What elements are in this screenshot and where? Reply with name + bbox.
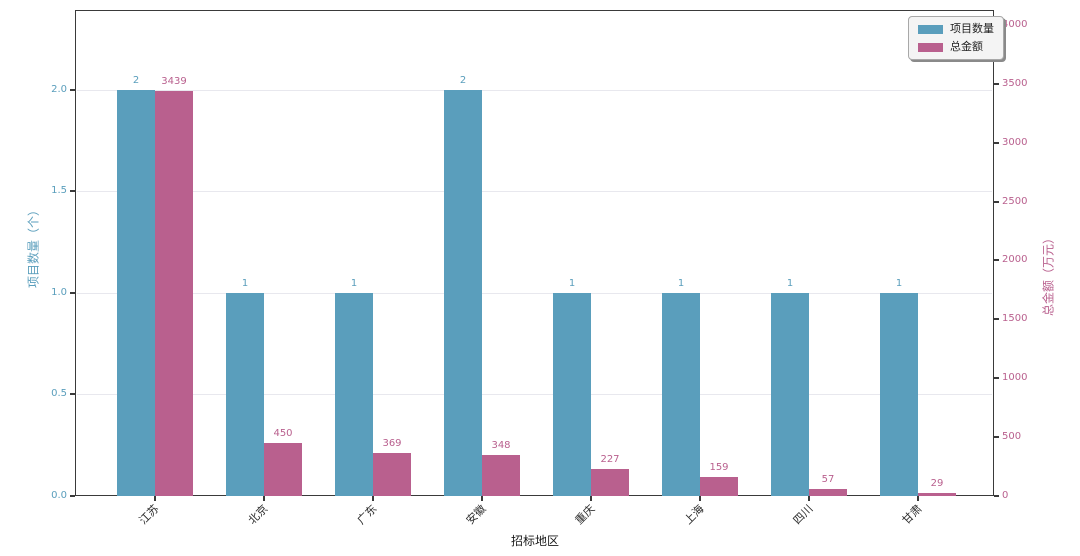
y-axis-left-tick [70, 190, 75, 193]
x-axis-tick [481, 496, 483, 501]
value-label: 1 [895, 277, 903, 289]
y-axis-left-tick-label: 0.5 [51, 388, 67, 400]
y-axis-right-tick [994, 436, 999, 439]
bar-总金额-广东 [373, 452, 411, 496]
y-axis-left-tick-label: 1.0 [51, 286, 67, 298]
y-axis-left-tick [70, 393, 75, 396]
value-label: 1 [677, 277, 685, 289]
x-axis-tick-label: 上海 [681, 502, 707, 528]
value-label: 348 [491, 440, 511, 452]
y-axis-right-tick-label: 4000 [1002, 18, 1028, 30]
value-label: 1 [241, 277, 249, 289]
y-axis-right-tick-label: 500 [1002, 431, 1022, 443]
value-label: 2 [132, 74, 140, 86]
gridline [77, 191, 992, 192]
x-axis-tick [372, 496, 374, 501]
legend-item: 项目数量 [918, 23, 994, 35]
x-axis-tick-label: 广东 [354, 502, 380, 528]
legend: 项目数量 总金额 [908, 16, 1004, 60]
x-axis-tick [154, 496, 156, 501]
y-axis-left-title: 项目数量（个） [26, 203, 41, 289]
x-axis-tick-label: 北京 [245, 502, 271, 528]
value-label: 1 [786, 277, 794, 289]
y-axis-right-title: 总金额（万元） [1041, 231, 1056, 317]
y-axis-right-tick-label: 3000 [1002, 136, 1028, 148]
y-axis-left-tick-label: 0.0 [51, 490, 67, 501]
x-axis-tick-label: 江苏 [136, 502, 162, 528]
gridline [77, 394, 992, 395]
y-axis-right-tick-label: 1000 [1002, 372, 1028, 384]
value-label: 369 [382, 437, 402, 449]
y-axis-left-tick-label: 1.5 [51, 185, 67, 197]
x-axis-tick-label: 四川 [790, 502, 816, 528]
gridline [77, 293, 992, 294]
bar-项目数量-重庆 [553, 292, 591, 496]
x-axis-tick [808, 496, 810, 501]
legend-swatch [918, 24, 943, 34]
x-axis-tick [917, 496, 919, 501]
y-axis-right-tick-label: 1500 [1002, 313, 1028, 325]
value-label: 3439 [161, 76, 187, 88]
x-axis-tick-label: 安徽 [463, 502, 489, 528]
bar-项目数量-上海 [662, 292, 700, 496]
y-axis-left-tick [70, 88, 75, 91]
value-label: 2 [459, 74, 467, 86]
bar-项目数量-江苏 [117, 89, 155, 496]
y-axis-right-tick [994, 141, 999, 144]
plot-area [75, 10, 994, 496]
bar-总金额-上海 [700, 477, 738, 496]
x-axis-tick-label: 甘肃 [899, 502, 925, 528]
bar-总金额-四川 [809, 489, 847, 496]
y-axis-right-tick [994, 495, 999, 497]
bar-总金额-重庆 [591, 469, 629, 496]
y-axis-left-tick-label: 2.0 [51, 83, 67, 95]
x-axis-title: 招标地区 [510, 534, 560, 548]
y-axis-right-tick [994, 82, 999, 85]
value-label: 159 [709, 462, 729, 474]
bar-项目数量-四川 [771, 292, 809, 496]
value-label: 227 [600, 454, 620, 466]
y-axis-left-tick [70, 495, 75, 497]
legend-label: 项目数量 [950, 22, 994, 35]
value-label: 1 [568, 277, 576, 289]
bar-项目数量-北京 [226, 292, 264, 496]
value-label: 57 [821, 474, 835, 486]
y-axis-right-tick-label: 3500 [1002, 77, 1028, 89]
value-label: 450 [273, 428, 293, 439]
bar-总金额-江苏 [155, 91, 193, 496]
y-axis-right-tick-label: 0 [1002, 490, 1009, 501]
y-axis-left-tick [70, 291, 75, 294]
x-axis-tick [699, 496, 701, 501]
y-axis-right-tick [994, 259, 999, 262]
gridline [77, 90, 992, 91]
value-label: 29 [930, 477, 944, 489]
y-axis-right-tick [994, 200, 999, 203]
x-axis-tick [590, 496, 592, 501]
bar-项目数量-广东 [335, 292, 373, 496]
value-label: 1 [350, 277, 358, 289]
x-axis-tick [263, 496, 265, 501]
bar-项目数量-安徽 [444, 89, 482, 496]
y-axis-right-tick-label: 2000 [1002, 254, 1028, 266]
y-axis-right-tick-label: 2500 [1002, 195, 1028, 207]
legend-swatch [918, 42, 943, 52]
bar-总金额-安徽 [482, 455, 520, 496]
y-axis-right-tick [994, 377, 999, 380]
legend-item: 总金额 [918, 41, 994, 53]
bar-总金额-北京 [264, 443, 302, 496]
legend-label: 总金额 [950, 40, 983, 53]
bar-项目数量-甘肃 [880, 292, 918, 496]
y-axis-right-tick [994, 318, 999, 321]
x-axis-tick-label: 重庆 [572, 502, 598, 528]
bar-总金额-甘肃 [918, 492, 956, 496]
